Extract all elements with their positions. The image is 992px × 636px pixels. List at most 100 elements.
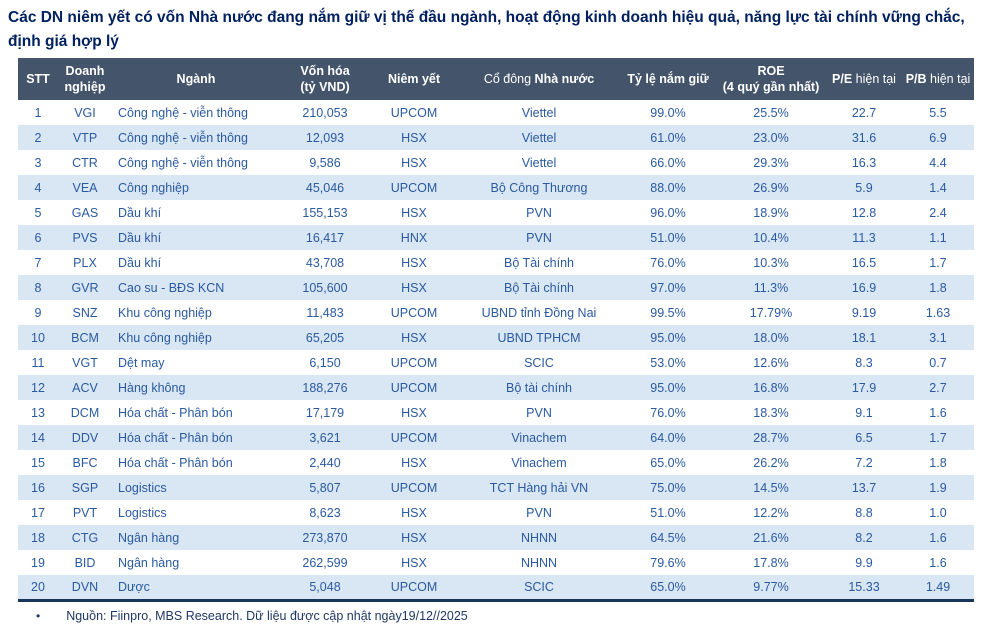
cell-roe: 17.79% [749, 305, 793, 320]
table-row: 15 BFC Hóa chất - Phân bón 2,440 HSX Vinachem… [18, 450, 974, 475]
col-header-market-cap: Vốn hóa (tỷ VND) [280, 58, 370, 100]
table-row: 14 DDV Hóa chất - Phân bón 3,621 UPCOM Vinach… [18, 425, 974, 450]
cell-pb: 1.8 [929, 455, 947, 470]
cell-roe: 9.77% [753, 579, 789, 594]
table-row: 12 ACV Hàng không 188,276 UPCOM Bộ tài chính 9… [18, 375, 974, 400]
cell-market-cap: 262,599 [302, 555, 348, 570]
cell-ticker: VEA [72, 180, 98, 195]
cell-ownership-ratio: 97.0% [650, 280, 686, 295]
cell-industry: Hóa chất - Phân bón [118, 455, 233, 470]
cell-pe: 31.6 [851, 130, 877, 145]
cell-state-shareholder: PVN [526, 405, 552, 420]
cell-state-shareholder: PVN [526, 205, 552, 220]
cell-stt: 2 [34, 130, 42, 145]
cell-pe: 15.33 [848, 579, 880, 594]
cell-market-cap: 105,600 [302, 280, 348, 295]
cell-state-shareholder: PVN [526, 230, 552, 245]
page-title: Các DN niêm yết có vốn Nhà nước đang nắm… [8, 9, 965, 51]
cell-roe: 14.5% [753, 480, 789, 495]
table-row: 11 VGT Dệt may 6,150 UPCOM SCIC 53.0% 12.6% 8.3 0… [18, 350, 974, 375]
cell-market-cap: 5,807 [309, 480, 341, 495]
cell-exchange: UPCOM [390, 430, 438, 445]
cell-pb: 1.49 [925, 579, 951, 594]
cell-ownership-ratio: 53.0% [650, 355, 686, 370]
cell-exchange: UPCOM [390, 579, 438, 594]
state-owned-companies-table: STT Doanh nghiệp Ngành Vốn hóa (tỷ VND) Niêm… [18, 58, 974, 602]
cell-state-shareholder: NHNN [520, 555, 558, 570]
cell-exchange: HSX [401, 505, 427, 520]
cell-stt: 16 [31, 480, 45, 495]
cell-state-shareholder: PVN [526, 505, 552, 520]
table-row: 17 PVT Logistics 8,623 HSX PVN 51.0% 12.2% 8.8 1.… [18, 500, 974, 525]
cell-stt: 15 [31, 455, 45, 470]
cell-pb: 1.63 [925, 305, 951, 320]
cell-roe: 10.4% [753, 230, 789, 245]
cell-market-cap: 5,048 [309, 579, 341, 594]
cell-pb: 2.4 [929, 205, 947, 220]
cell-exchange: HSX [401, 155, 427, 170]
cell-roe: 25.5% [753, 105, 789, 120]
cell-ownership-ratio: 96.0% [650, 205, 686, 220]
cell-exchange: HNX [400, 230, 428, 245]
cell-pe: 11.3 [852, 230, 876, 245]
cell-pe: 6.5 [855, 430, 873, 445]
cell-market-cap: 43,708 [305, 255, 345, 270]
cell-ownership-ratio: 75.0% [650, 480, 686, 495]
cell-pe: 22.7 [851, 105, 877, 120]
cell-ticker: PLX [73, 255, 97, 270]
table-body: 1 VGI Công nghệ - viễn thông 210,053 UPCOM Vi… [18, 100, 974, 600]
cell-stt: 8 [34, 280, 42, 295]
cell-state-shareholder: Bộ tài chính [505, 380, 572, 395]
col-header-roe: ROE (4 quý gần nhất) [716, 58, 826, 100]
cell-stt: 4 [34, 180, 42, 195]
table-row: 1 VGI Công nghệ - viễn thông 210,053 UPCOM Vi… [18, 100, 974, 125]
cell-market-cap: 8,623 [309, 505, 341, 520]
cell-ticker: BCM [71, 330, 99, 345]
cell-market-cap: 210,053 [302, 105, 348, 120]
cell-pe: 8.3 [855, 355, 873, 370]
cell-pe: 16.5 [851, 255, 877, 270]
source-note: • Nguồn: Fiinpro, MBS Research. Dữ liệu … [36, 609, 468, 623]
table-row: 9 SNZ Khu công nghiệp 11,483 UPCOM UBND tỉnh … [18, 300, 974, 325]
cell-pe: 17.9 [851, 380, 877, 395]
table-row: 5 GAS Dầu khí 155,153 HSX PVN 96.0% 18.9% 12.8 2.… [18, 200, 974, 225]
cell-stt: 6 [34, 230, 42, 245]
cell-state-shareholder: TCT Hàng hải VN [489, 480, 589, 495]
cell-exchange: HSX [401, 555, 427, 570]
cell-ownership-ratio: 66.0% [650, 155, 686, 170]
cell-industry: Hóa chất - Phân bón [118, 430, 233, 445]
cell-industry: Dược [118, 579, 150, 594]
table-row: 7 PLX Dầu khí 43,708 HSX Bộ Tài chính 76.0% 10.… [18, 250, 974, 275]
cell-stt: 20 [31, 579, 45, 594]
cell-ownership-ratio: 88.0% [650, 180, 686, 195]
cell-industry: Hóa chất - Phân bón [118, 405, 233, 420]
cell-roe: 26.9% [753, 180, 789, 195]
cell-state-shareholder: Bộ Công Thương [490, 180, 588, 195]
cell-market-cap: 65,205 [305, 330, 345, 345]
cell-ownership-ratio: 99.5% [650, 305, 686, 320]
cell-pb: 1.6 [929, 530, 947, 545]
table-row: 6 PVS Dầu khí 16,417 HNX PVN 51.0% 10.4% 11.3 1.1 [18, 225, 974, 250]
cell-stt: 19 [31, 555, 45, 570]
cell-roe: 29.3% [753, 155, 789, 170]
cell-industry: Công nghệ - viễn thông [118, 130, 248, 145]
bullet-icon: • [36, 609, 41, 623]
table-row: 19 BID Ngân hàng 262,599 HSX NHNN 79.6% 17.8% 9.… [18, 550, 974, 575]
cell-pe: 7.2 [855, 455, 873, 470]
cell-ticker: BID [74, 555, 96, 570]
cell-ticker: DCM [70, 405, 100, 420]
cell-ticker: SNZ [72, 305, 98, 320]
cell-exchange: HSX [401, 405, 427, 420]
cell-ownership-ratio: 95.0% [650, 330, 686, 345]
cell-pe: 16.9 [851, 280, 877, 295]
cell-state-shareholder: SCIC [524, 579, 554, 594]
cell-pb: 1.8 [929, 280, 947, 295]
table-header-row: STT Doanh nghiệp Ngành Vốn hóa (tỷ VND) Niêm… [18, 58, 974, 100]
cell-ticker: DDV [71, 430, 99, 445]
cell-state-shareholder: SCIC [524, 355, 554, 370]
cell-roe: 12.6% [753, 355, 789, 370]
cell-stt: 18 [31, 530, 45, 545]
cell-pe: 18.1 [851, 330, 877, 345]
cell-pb: 5.5 [929, 105, 947, 120]
cell-state-shareholder: Viettel [521, 155, 557, 170]
